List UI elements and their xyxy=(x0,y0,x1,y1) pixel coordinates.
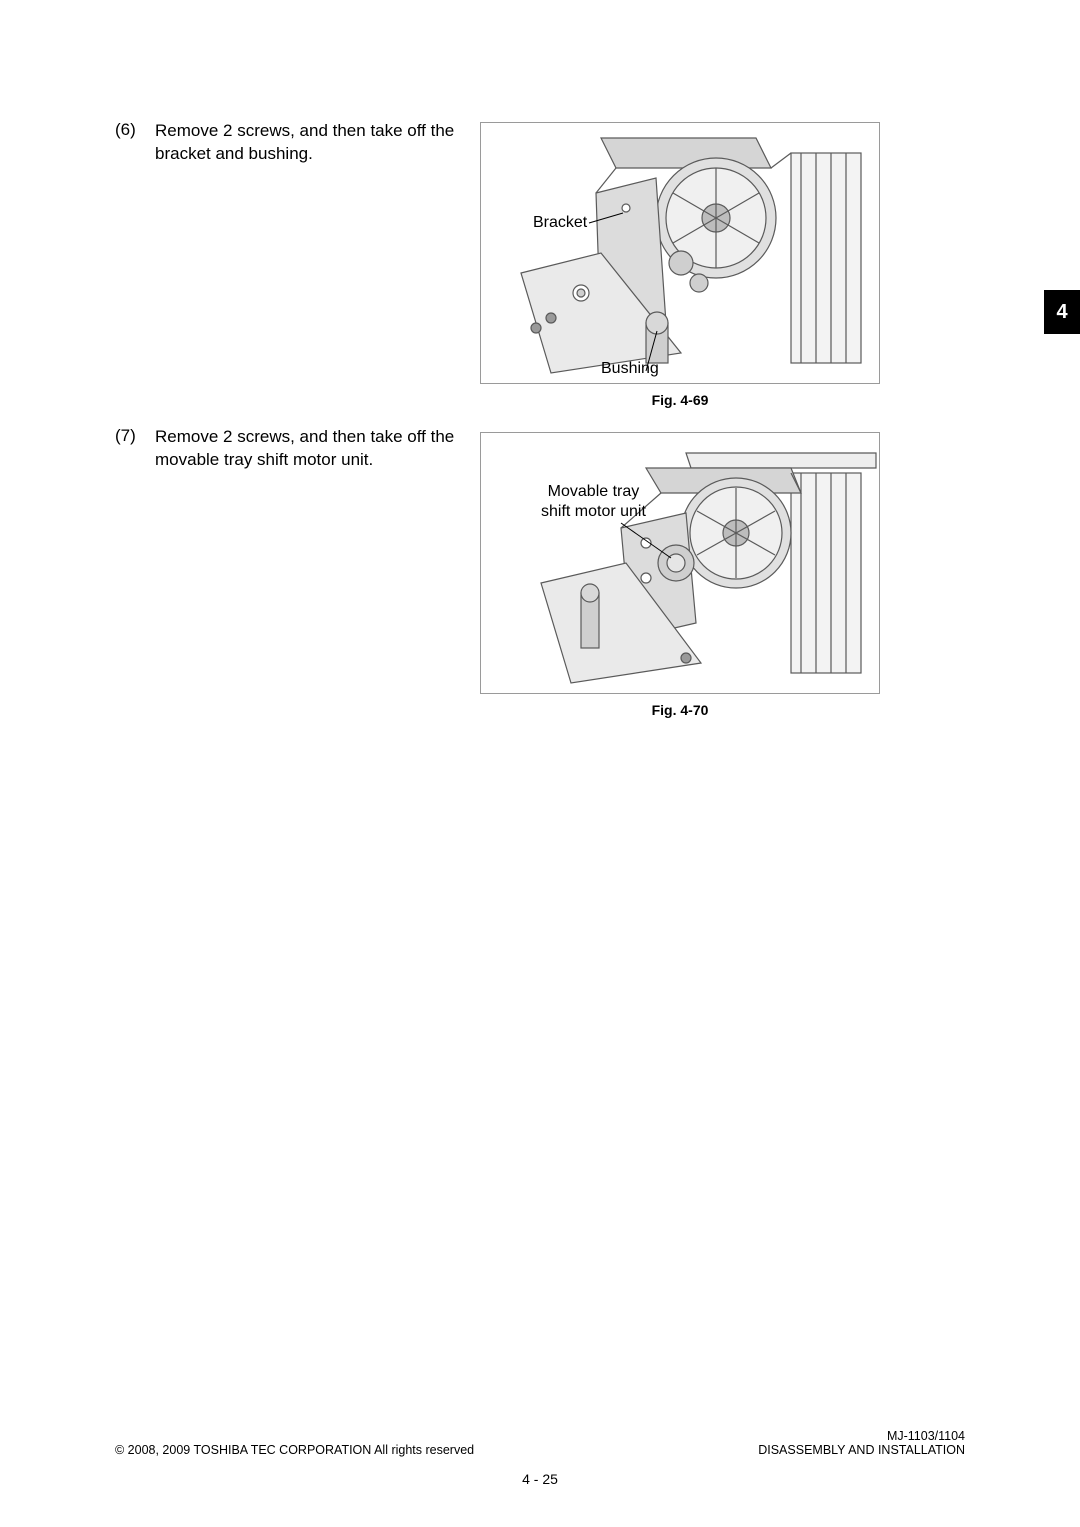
footer-right: MJ-1103/1104 DISASSEMBLY AND INSTALLATIO… xyxy=(758,1429,965,1457)
footer-copyright: © 2008, 2009 TOSHIBA TEC CORPORATION All… xyxy=(115,1443,474,1457)
footer-model: MJ-1103/1104 xyxy=(758,1429,965,1443)
step-7-number: (7) xyxy=(115,426,155,446)
page-number: 4 - 25 xyxy=(0,1471,1080,1487)
chapter-tab-number: 4 xyxy=(1056,301,1067,324)
footer-section: DISASSEMBLY AND INSTALLATION xyxy=(758,1443,965,1457)
figure-4-69: Bracket Bushing xyxy=(480,122,880,384)
label-motor-unit: Movable tray shift motor unit xyxy=(541,482,646,522)
footer: © 2008, 2009 TOSHIBA TEC CORPORATION All… xyxy=(115,1443,965,1457)
step-6-text: Remove 2 screws, and then take off the b… xyxy=(155,120,475,166)
label-bushing: Bushing xyxy=(601,359,659,379)
chapter-tab: 4 xyxy=(1044,290,1080,334)
step-6-number: (6) xyxy=(115,120,155,140)
figure-4-69-diagram xyxy=(481,123,881,385)
label-bracket: Bracket xyxy=(533,213,587,233)
figure-4-69-caption: Fig. 4-69 xyxy=(480,392,880,408)
figure-4-70-caption: Fig. 4-70 xyxy=(480,702,880,718)
figure-4-70: Movable tray shift motor unit xyxy=(480,432,880,694)
step-7-text: Remove 2 screws, and then take off the m… xyxy=(155,426,475,472)
figure-4-70-diagram xyxy=(481,433,881,695)
label-motor-unit-text: Movable tray shift motor unit xyxy=(541,483,646,520)
